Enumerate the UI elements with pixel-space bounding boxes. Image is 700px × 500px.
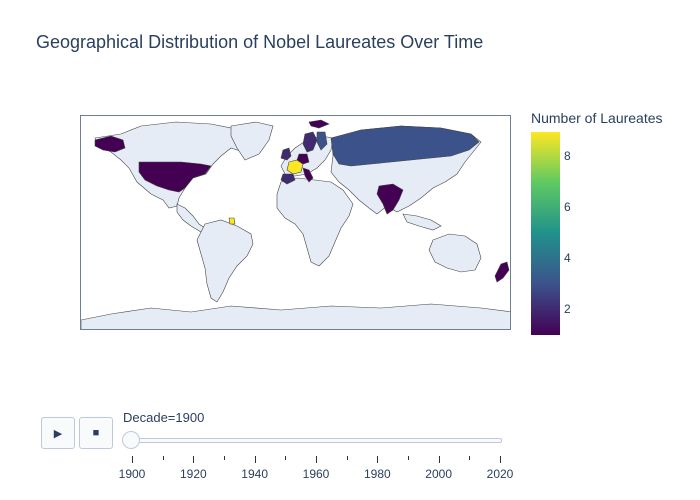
slider-tick (408, 456, 409, 460)
slider-tick (316, 456, 317, 463)
region-sweden[interactable] (302, 131, 318, 153)
colorbar-tick-label: 8 (564, 149, 571, 164)
colorbar-title: Number of Laureates (531, 110, 663, 126)
land-southeast-asia (402, 213, 442, 231)
play-icon: ▶ (53, 427, 63, 440)
land-south-america (196, 219, 254, 303)
colorbar-tick-label: 4 (564, 250, 571, 265)
region-spain[interactable] (280, 173, 296, 185)
land-antarctica (81, 303, 510, 329)
slider-tick-label: 1960 (302, 467, 330, 481)
region-new-zealand[interactable] (494, 261, 510, 283)
slider-tick (224, 456, 225, 460)
region-india[interactable] (376, 183, 404, 215)
region-united-states[interactable] (138, 161, 212, 193)
chart-title: Geographical Distribution of Nobel Laure… (36, 32, 484, 52)
region-italy[interactable] (302, 167, 314, 183)
decade-slider-rail[interactable] (130, 438, 502, 443)
land-africa (276, 177, 354, 267)
slider-tick-label: 1900 (118, 467, 146, 481)
play-button[interactable]: ▶ (41, 417, 75, 449)
land-greenland (230, 121, 274, 161)
land-australia (428, 233, 482, 273)
region-germany[interactable] (296, 153, 310, 165)
slider-tick (346, 456, 348, 460)
slider-tick-label: 2020 (486, 467, 514, 481)
slider-tick-label: 1920 (179, 467, 207, 481)
region-svalbard[interactable] (308, 119, 330, 129)
slider-tick-label: 1980 (363, 467, 391, 481)
slider-tick (132, 456, 133, 463)
slider-tick-label: 1940 (241, 467, 269, 481)
region-alaska[interactable] (94, 135, 126, 153)
region-french-guiana[interactable] (228, 217, 236, 225)
stop-button[interactable]: ■ (79, 417, 113, 449)
map-canvas[interactable] (81, 116, 511, 330)
land-central-america (176, 203, 206, 233)
world-map[interactable] (80, 115, 511, 330)
region-finland[interactable] (316, 131, 328, 151)
stop-icon: ■ (92, 427, 100, 439)
region-russia[interactable] (330, 125, 480, 167)
colorbar-tick-label: 2 (564, 301, 571, 316)
colorbar-tick-label: 6 (564, 200, 571, 215)
colorbar (531, 132, 560, 335)
slider-tick (285, 456, 287, 460)
slider-tick (500, 456, 501, 463)
slider-tick (193, 456, 195, 463)
region-united-kingdom[interactable] (280, 147, 292, 161)
slider-tick (377, 456, 379, 463)
slider-tick (162, 456, 164, 460)
slider-tick (469, 456, 471, 460)
slider-tick (438, 456, 440, 463)
slider-current-value: Decade=1900 (123, 410, 205, 425)
decade-slider-handle[interactable] (122, 431, 140, 449)
slider-tick-label: 2000 (425, 467, 453, 481)
slider-tick (254, 456, 256, 463)
